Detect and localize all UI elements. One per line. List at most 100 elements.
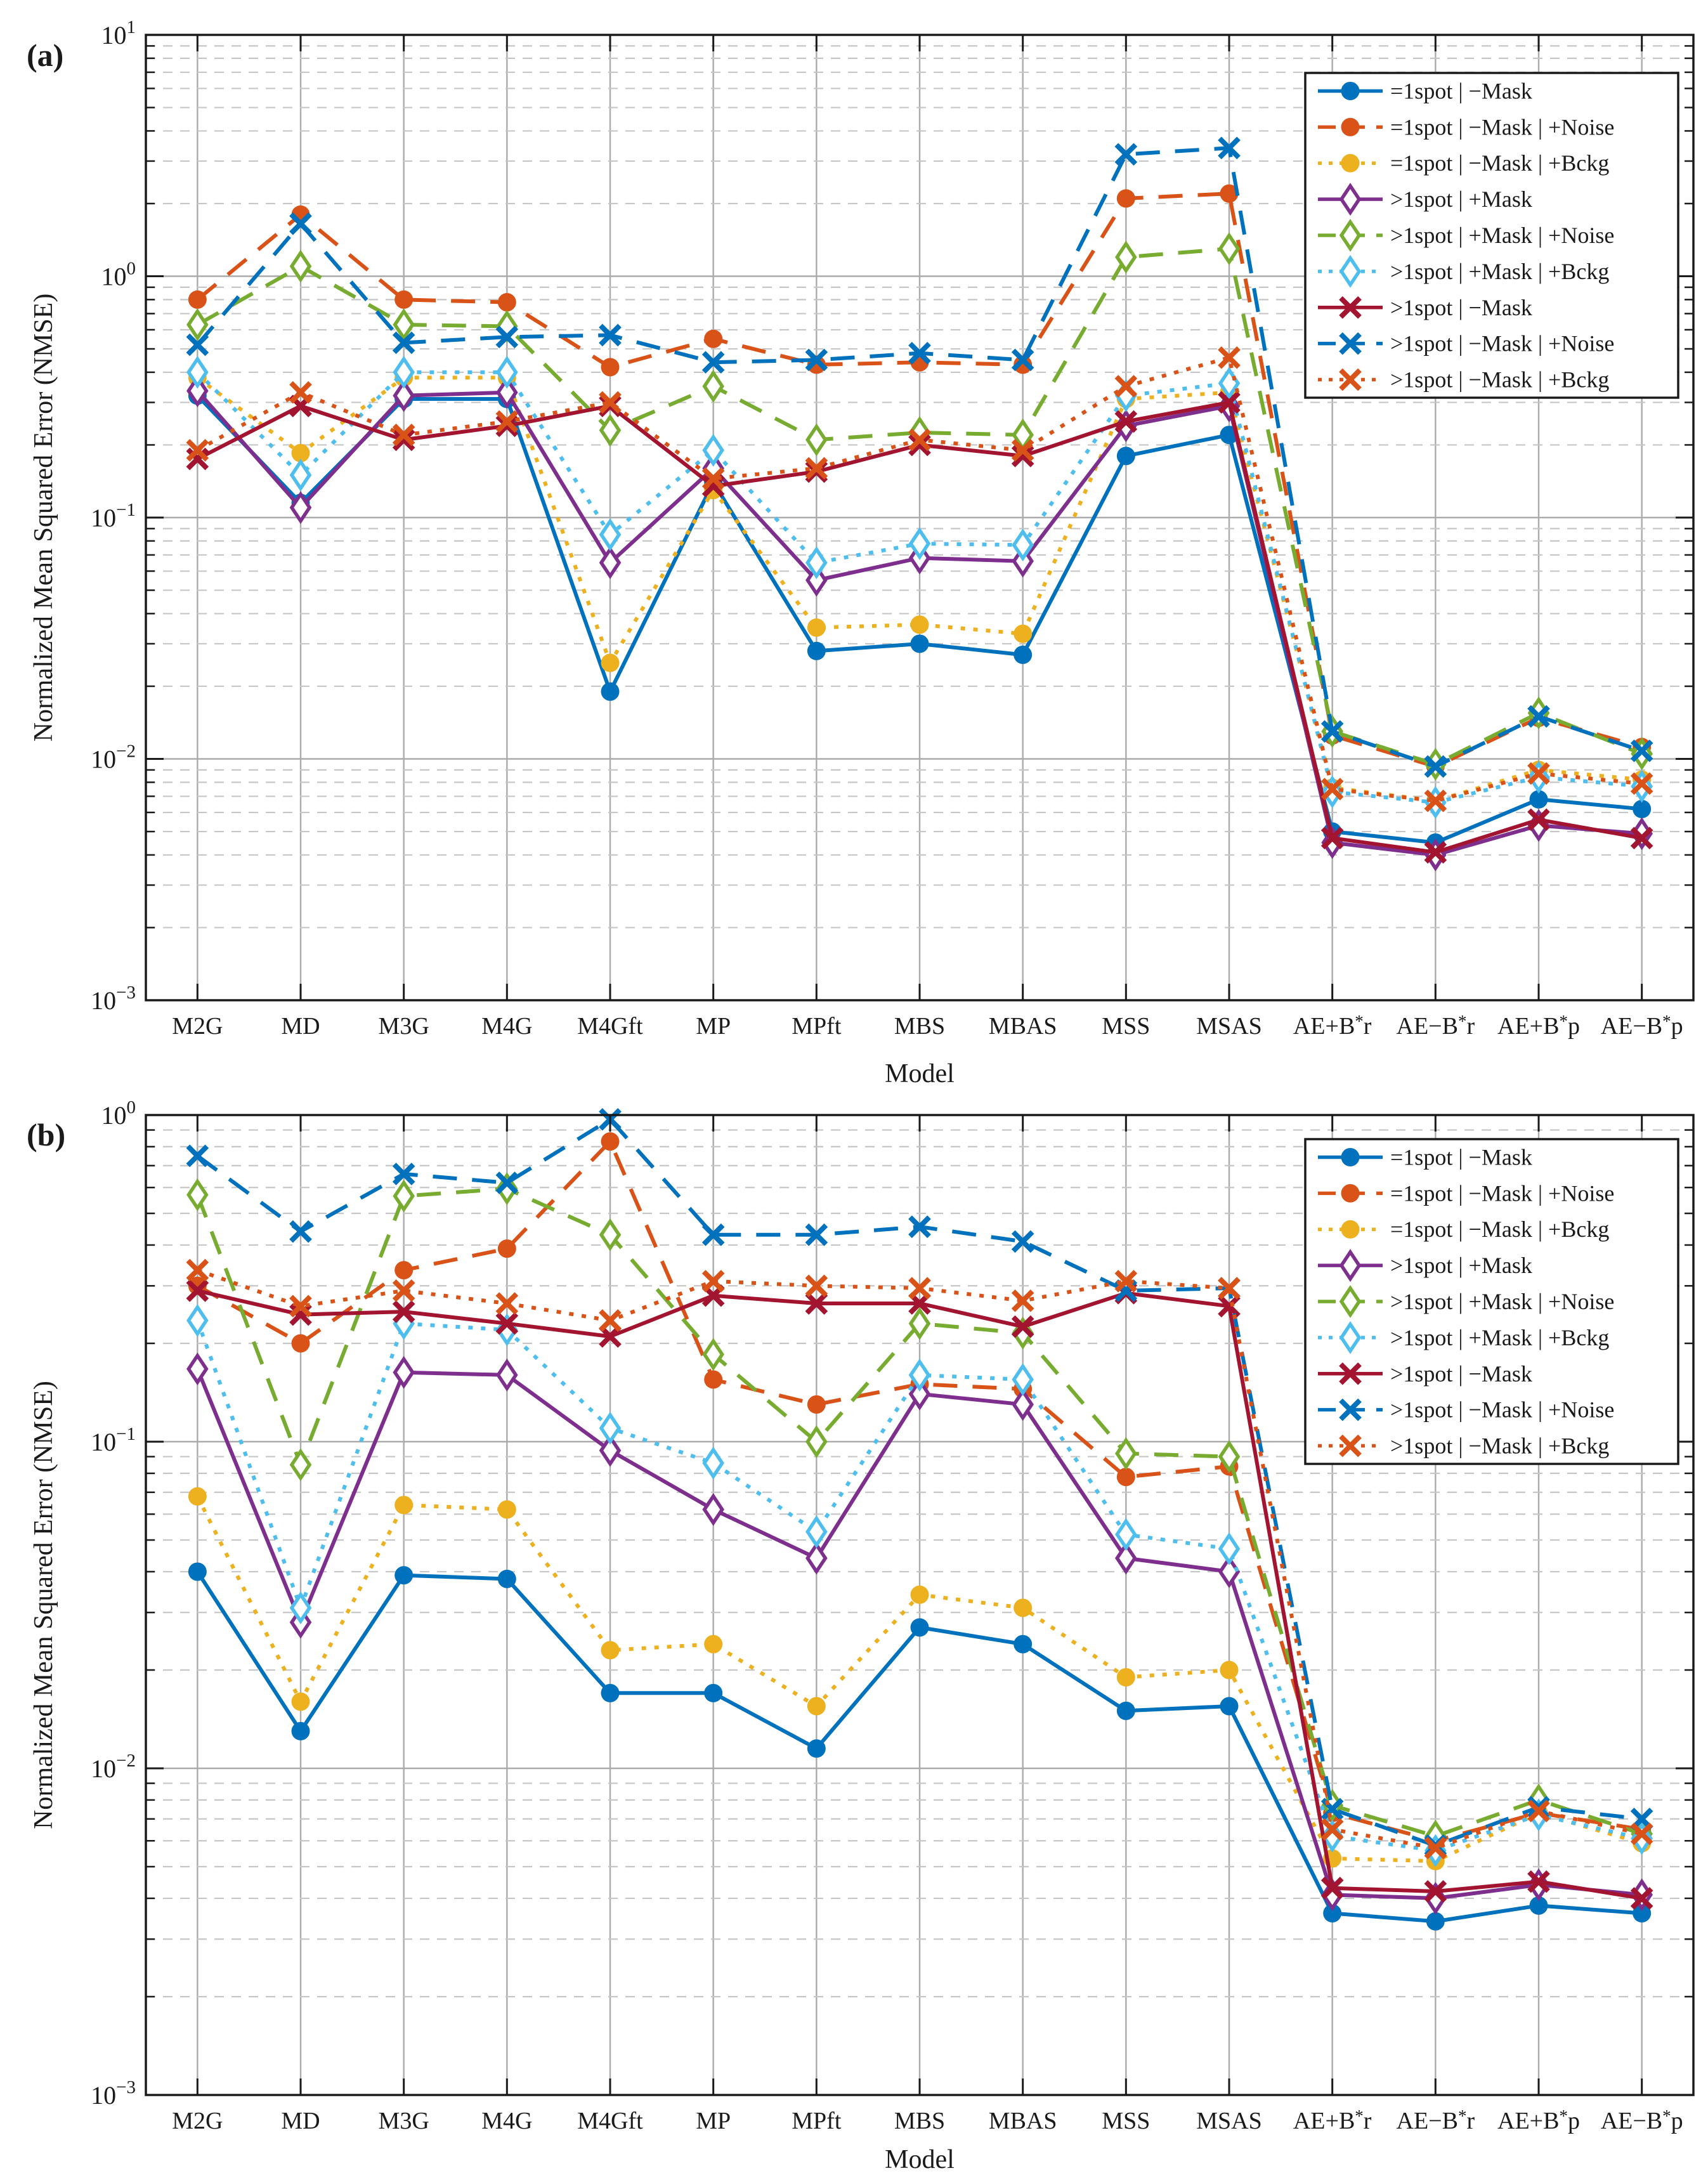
legend-label: >1spot | +Mask | +Noise: [1390, 1289, 1614, 1314]
marker-diamond: [289, 1591, 312, 1624]
marker-x: [1011, 348, 1034, 372]
marker-x: [1320, 778, 1344, 800]
panel-a: 101 100 10−1 10−2 10−3 M2G MD M3G M4G M4Gft MP MPft…: [27, 17, 1695, 1088]
series-1spot-mask-noise-a: [186, 136, 1653, 778]
marker-circle: [910, 1618, 929, 1637]
marker-diamond: [1012, 1388, 1034, 1421]
marker-circle: [394, 1496, 414, 1515]
panel-label: (b): [27, 1117, 65, 1152]
marker-circle: [1633, 799, 1652, 818]
marker-x: [1320, 720, 1344, 743]
marker-x: [908, 1215, 931, 1238]
marker-diamond: [1218, 1440, 1241, 1473]
marker-diamond: [599, 414, 622, 447]
series-1spot-mask-b: [188, 1562, 1652, 1931]
x-tick-label: M4Gft: [577, 2108, 643, 2134]
marker-x: [1218, 391, 1241, 414]
y-tick-label: 100: [101, 1097, 136, 1130]
marker-diamond: [1012, 1363, 1034, 1396]
legend-label: =1spot | −Mask | +Noise: [1390, 114, 1614, 140]
marker-circle: [601, 1132, 620, 1151]
marker-diamond: [702, 1492, 724, 1526]
x-tick-label: AE−B*r: [1397, 1012, 1475, 1040]
marker-x: [1339, 1434, 1362, 1458]
marker-circle: [1014, 1635, 1033, 1654]
marker-x: [599, 1309, 622, 1332]
marker-diamond: [186, 1178, 209, 1211]
marker-diamond: [599, 1218, 622, 1251]
y-axis-title: Normalized Mean Squared Error (NMSE): [29, 1381, 58, 1829]
marker-x: [1424, 1880, 1447, 1903]
marker-x: [908, 428, 931, 452]
marker-x: [599, 391, 622, 414]
marker-x: [495, 325, 519, 349]
marker-diamond: [805, 1425, 828, 1458]
x-tick-label: MSAS: [1196, 1013, 1262, 1040]
marker-circle: [1220, 1697, 1239, 1716]
marker-x: [1320, 1876, 1344, 1900]
x-tick-label: AE+B*p: [1497, 2106, 1580, 2134]
y-tick-label: 10−2: [91, 741, 136, 774]
x-tick-label: MSAS: [1196, 2108, 1262, 2134]
marker-x: [1011, 1315, 1034, 1338]
legend-label: >1spot | −Mask: [1390, 295, 1532, 320]
marker-diamond: [186, 355, 209, 389]
x-tick-label: MBS: [894, 1013, 945, 1040]
y-tick-label: 10−2: [91, 1751, 136, 1783]
y-tick-label: 10−1: [91, 1424, 136, 1456]
marker-diamond: [599, 546, 622, 580]
x-tick-label: MP: [696, 2108, 731, 2134]
marker-circle: [1220, 1661, 1239, 1680]
marker-diamond: [805, 1541, 828, 1575]
x-tick-label: MSS: [1102, 1013, 1150, 1040]
marker-diamond: [496, 1172, 518, 1206]
marker-x: [1218, 1295, 1241, 1318]
series-line: [196, 1139, 1643, 1843]
marker-x: [186, 447, 209, 471]
marker-circle: [1014, 645, 1033, 664]
marker-x: [805, 1292, 828, 1315]
marker-x: [1218, 136, 1241, 160]
marker-circle: [1014, 355, 1033, 374]
marker-diamond: [289, 249, 312, 283]
marker-circle: [910, 615, 929, 634]
x-tick-label: M4Gft: [577, 1013, 643, 1040]
axes: 100 10−1 10−2 10−3 M2G MD M3G M4G M4Gft MP MPft MBS…: [91, 1097, 1695, 2134]
marker-circle: [601, 682, 620, 701]
marker-circle: [291, 1721, 310, 1740]
marker-x: [908, 433, 931, 457]
marker-diamond: [186, 1303, 209, 1337]
marker-circle: [910, 634, 929, 653]
marker-circle: [291, 1692, 310, 1711]
marker-x: [1011, 1289, 1034, 1312]
marker-x: [1424, 1836, 1447, 1860]
marker-diamond: [805, 1515, 828, 1548]
marker-circle: [704, 329, 723, 348]
marker-diamond: [289, 459, 312, 492]
marker-circle: [1529, 1896, 1548, 1915]
x-tick-label: MPft: [792, 1013, 842, 1040]
legend-label: >1spot | +Mask | +Bckg: [1390, 1325, 1609, 1350]
marker-x: [908, 341, 931, 365]
marker-diamond: [1218, 1555, 1241, 1588]
marker-x: [1424, 841, 1447, 864]
marker-diamond: [496, 1358, 518, 1392]
marker-circle: [497, 1569, 516, 1588]
marker-circle: [807, 1395, 826, 1414]
marker-x: [186, 1258, 209, 1282]
marker-circle: [1116, 447, 1135, 466]
marker-diamond: [908, 1377, 931, 1411]
marker-diamond: [599, 1433, 622, 1467]
marker-diamond: [1218, 1532, 1241, 1565]
x-tick-label: MBS: [894, 2108, 945, 2134]
legend-label: =1spot | −Mask: [1390, 78, 1532, 103]
x-tick-label: AE+B*p: [1497, 1012, 1580, 1040]
x-tick-label: AE+B*r: [1293, 1012, 1372, 1040]
legend-label: >1spot | −Mask | +Noise: [1390, 1397, 1614, 1423]
marker-x: [1630, 826, 1653, 850]
marker-circle: [807, 1697, 826, 1716]
legend-label: >1spot | −Mask: [1390, 1361, 1532, 1387]
marker-x: [495, 1292, 519, 1315]
marker-circle: [497, 293, 516, 312]
